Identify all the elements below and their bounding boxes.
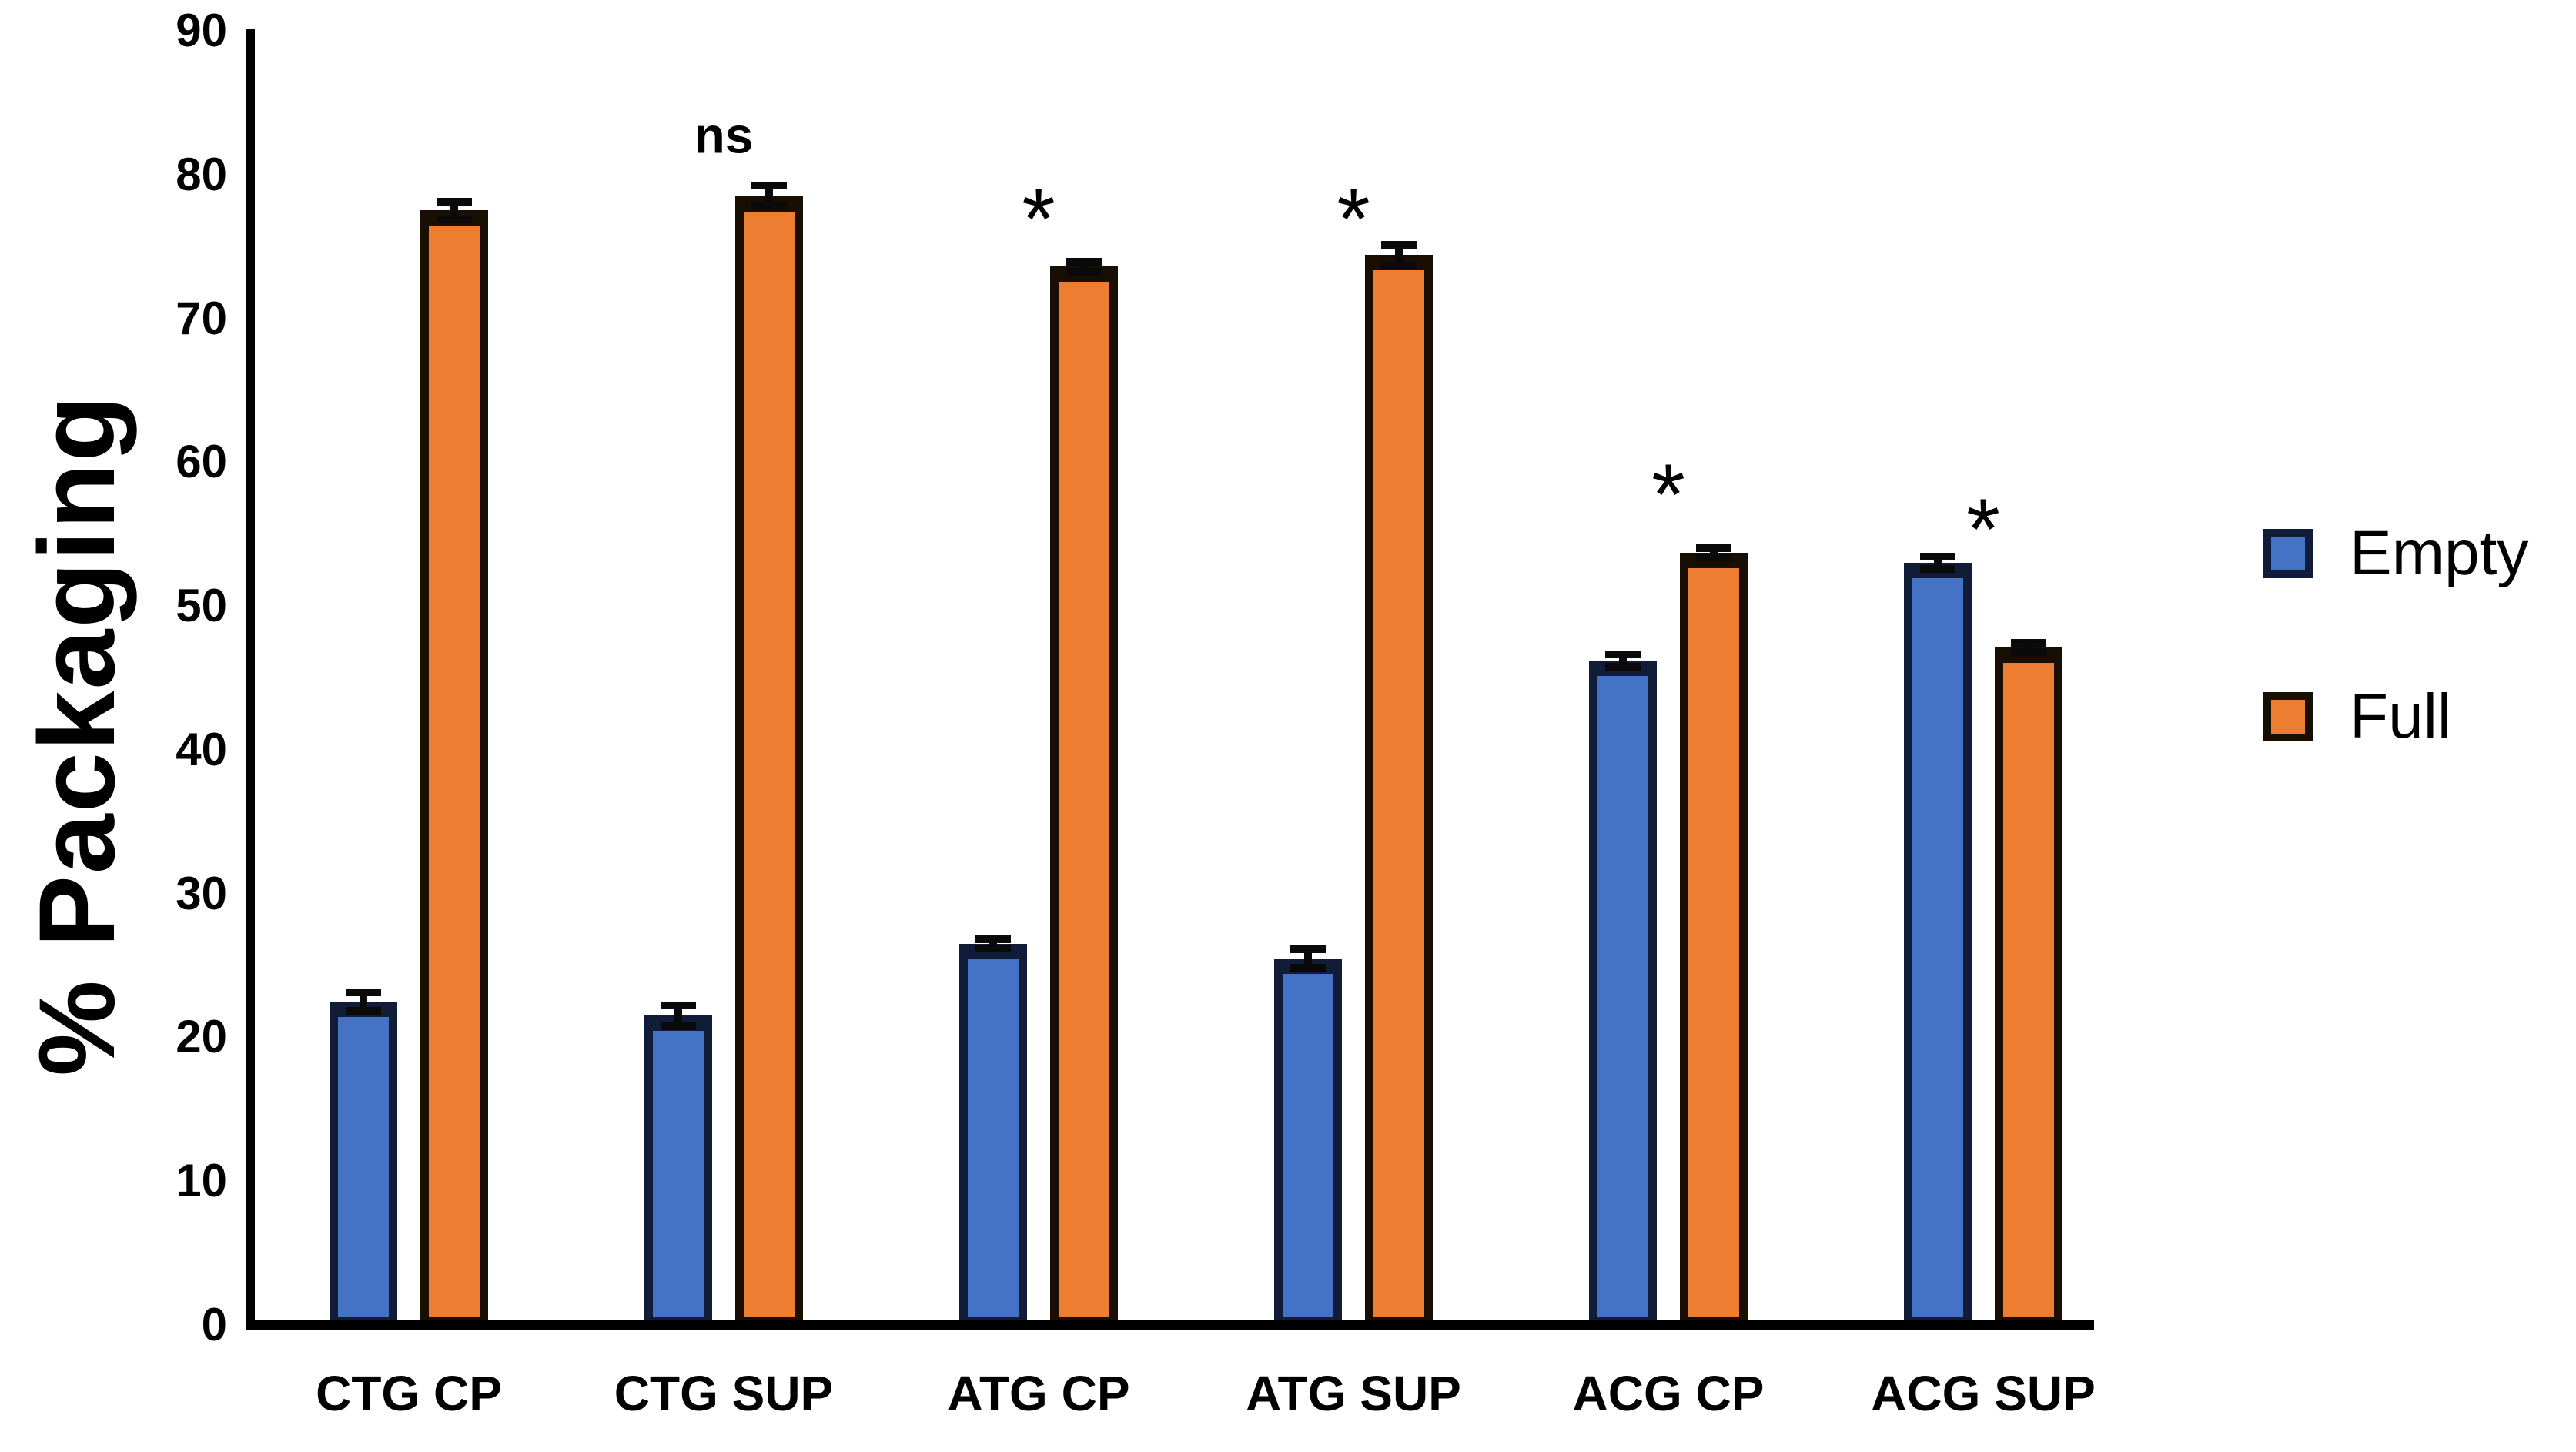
error-bar-empty-acg-sup bbox=[1920, 553, 1955, 574]
bar-empty-acg-cp bbox=[1589, 661, 1657, 1325]
bar-empty-atg-cp bbox=[959, 944, 1027, 1325]
legend-label-empty: Empty bbox=[2350, 518, 2529, 588]
annotation-atg-cp: * bbox=[1022, 170, 1055, 267]
annotation-ctg-sup: ns bbox=[694, 106, 754, 164]
y-tick-90: 90 bbox=[176, 5, 227, 56]
bar-empty-ctg-sup bbox=[644, 1015, 712, 1325]
x-axis-line bbox=[246, 1320, 2094, 1330]
error-bar-empty-acg-cp bbox=[1605, 651, 1641, 671]
bar-empty-ctg-cp bbox=[330, 1001, 397, 1325]
error-bar-empty-ctg-sup bbox=[661, 1001, 696, 1031]
full-series-swatch-icon bbox=[2263, 692, 2313, 741]
y-tick-10: 10 bbox=[176, 1155, 227, 1207]
y-axis-title: % Packaging bbox=[16, 394, 137, 1076]
error-bar-full-atg-cp bbox=[1066, 258, 1102, 276]
empty-series-swatch-icon bbox=[2263, 529, 2313, 578]
error-bar-full-acg-sup bbox=[2011, 639, 2046, 657]
x-label-ctg-sup: CTG SUP bbox=[614, 1366, 834, 1421]
annotation-atg-sup: * bbox=[1337, 170, 1370, 267]
annotation-acg-cp: * bbox=[1651, 447, 1685, 544]
y-tick-0: 0 bbox=[201, 1299, 227, 1350]
bar-full-acg-cp bbox=[1680, 553, 1748, 1325]
bar-full-atg-cp bbox=[1050, 266, 1118, 1325]
bar-empty-acg-sup bbox=[1904, 563, 1972, 1325]
y-tick-40: 40 bbox=[176, 723, 227, 775]
legend-item-full: Full bbox=[2263, 685, 2451, 748]
x-label-acg-sup: ACG SUP bbox=[1871, 1366, 2096, 1421]
bar-full-atg-sup bbox=[1365, 255, 1433, 1325]
error-bar-empty-ctg-cp bbox=[346, 988, 381, 1015]
y-tick-30: 30 bbox=[176, 867, 227, 919]
error-bar-full-acg-cp bbox=[1696, 544, 1731, 562]
error-bar-empty-atg-cp bbox=[975, 935, 1011, 953]
legend-label-full: Full bbox=[2350, 681, 2452, 751]
bar-empty-atg-sup bbox=[1274, 958, 1342, 1325]
error-bar-full-ctg-cp bbox=[437, 197, 472, 224]
x-label-atg-cp: ATG CP bbox=[947, 1366, 1130, 1421]
bar-full-ctg-cp bbox=[420, 210, 488, 1325]
y-axis-line bbox=[246, 29, 255, 1330]
x-label-ctg-cp: CTG CP bbox=[316, 1366, 502, 1421]
legend-item-empty: Empty bbox=[2263, 522, 2528, 585]
y-tick-80: 80 bbox=[176, 148, 227, 200]
annotation-acg-sup: * bbox=[1966, 481, 2000, 578]
error-bar-full-ctg-sup bbox=[751, 182, 787, 211]
error-bar-empty-atg-sup bbox=[1290, 945, 1326, 972]
x-label-atg-sup: ATG SUP bbox=[1246, 1366, 1461, 1421]
y-tick-60: 60 bbox=[176, 436, 227, 488]
bar-full-acg-sup bbox=[1995, 647, 2062, 1325]
y-tick-20: 20 bbox=[176, 1011, 227, 1063]
x-label-acg-cp: ACG CP bbox=[1572, 1366, 1765, 1421]
error-bar-full-atg-sup bbox=[1381, 240, 1417, 270]
y-tick-70: 70 bbox=[176, 292, 227, 344]
y-tick-50: 50 bbox=[176, 580, 227, 632]
bar-full-ctg-sup bbox=[735, 196, 803, 1325]
